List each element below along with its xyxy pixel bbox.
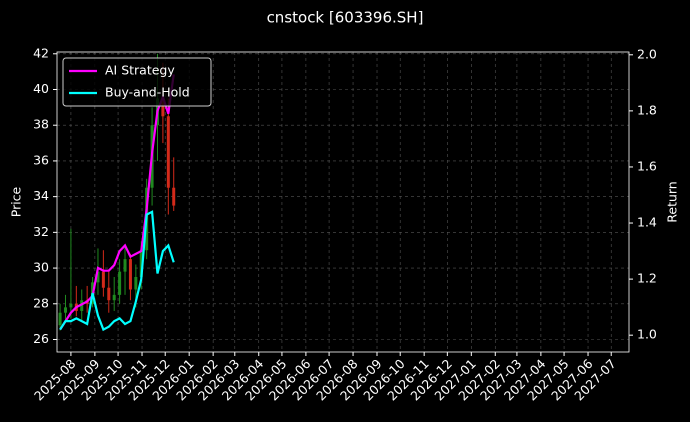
- y2-tick-label: 1.4: [637, 215, 657, 230]
- candle-body: [172, 187, 176, 206]
- y2-tick-label: 1.2: [637, 271, 657, 286]
- legend-label: Buy-and-Hold: [105, 85, 190, 100]
- candle-body: [134, 277, 138, 290]
- y-tick-label: 30: [33, 260, 49, 275]
- y2-tick-label: 1.8: [637, 102, 657, 117]
- y-tick-label: 42: [33, 45, 49, 60]
- y-tick-label: 40: [33, 81, 49, 96]
- y2-tick-label: 1.6: [637, 158, 657, 173]
- y2-tick-label: 1.0: [637, 327, 657, 342]
- candle-body: [123, 259, 127, 272]
- legend-label: AI Strategy: [105, 63, 175, 78]
- y-tick-label: 38: [33, 117, 49, 132]
- y-tick-label: 36: [33, 152, 49, 167]
- y2-axis-label: Return: [665, 181, 680, 222]
- candle-body: [118, 271, 122, 295]
- candle-body: [161, 98, 165, 117]
- chart-title: cnstock [603396.SH]: [267, 9, 424, 27]
- candle-body: [96, 271, 100, 283]
- y-tick-label: 32: [33, 224, 49, 239]
- candle-body: [64, 307, 68, 313]
- y-tick-label: 34: [33, 188, 49, 203]
- y-axis-label: Price: [9, 186, 24, 217]
- legend-box: [62, 57, 212, 107]
- series-line: [59, 210, 175, 332]
- series-line: [59, 74, 175, 331]
- y-tick-label: 26: [33, 331, 49, 346]
- candle-body: [69, 303, 73, 308]
- y-tick-label: 28: [33, 295, 49, 310]
- plot-frame: [56, 51, 630, 353]
- candle-body: [58, 312, 62, 326]
- candle-body: [166, 116, 170, 188]
- candle-body: [112, 294, 116, 301]
- candle-body: [101, 271, 105, 288]
- candle-body: [128, 259, 132, 290]
- candle-body: [107, 287, 111, 301]
- y2-tick-label: 2.0: [637, 46, 657, 61]
- candle-body: [139, 250, 143, 277]
